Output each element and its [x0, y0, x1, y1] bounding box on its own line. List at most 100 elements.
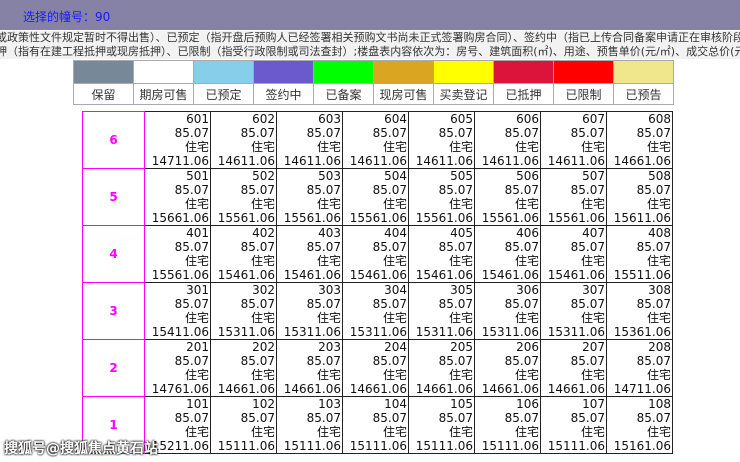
- unit-usage: 住宅: [514, 254, 539, 268]
- unit-usage: 住宅: [382, 368, 407, 382]
- unit-cell[interactable]: 108 85.07 住宅 15161.06: [606, 396, 673, 454]
- unit-cell[interactable]: 506 85.07 住宅 15561.06: [474, 168, 541, 226]
- floor-row: 5 501 85.07 住宅 15661.06 502 85.07 住宅 15561.06 503…: [82, 168, 673, 226]
- floor-number: 1: [82, 396, 145, 454]
- unit-cell[interactable]: 603 85.07 住宅 14611.06: [276, 111, 343, 169]
- unit-cell[interactable]: 307 85.07 住宅 15311.06: [540, 282, 607, 340]
- unit-cell[interactable]: 606 85.07 住宅 14611.06: [474, 111, 541, 169]
- unit-cell[interactable]: 306 85.07 住宅 15311.06: [474, 282, 541, 340]
- unit-price: 15111.06: [415, 439, 473, 453]
- status-notes: 或政策性文件规定暂时不得出售）、已预定（指开盘后预购人已经签署相关预购文书尚未正…: [0, 31, 740, 59]
- unit-cell[interactable]: 301 85.07 住宅 15411.06: [144, 282, 211, 340]
- unit-cell[interactable]: 404 85.07 住宅 15461.06: [342, 225, 409, 283]
- unit-cell[interactable]: 602 85.07 住宅 14611.06: [210, 111, 277, 169]
- unit-area: 85.07: [240, 297, 275, 311]
- unit-cell[interactable]: 201 85.07 住宅 14761.06: [144, 339, 211, 397]
- unit-cell[interactable]: 405 85.07 住宅 15461.06: [408, 225, 475, 283]
- unit-usage: 住宅: [580, 425, 605, 439]
- unit-cell[interactable]: 105 85.07 住宅 15111.06: [408, 396, 475, 454]
- unit-number: 408: [648, 226, 671, 240]
- unit-price: 15111.06: [481, 439, 539, 453]
- unit-number: 204: [384, 340, 407, 354]
- legend-label: 已预告: [613, 83, 674, 105]
- unit-usage: 住宅: [646, 368, 671, 382]
- unit-area: 85.07: [240, 126, 275, 140]
- unit-cell[interactable]: 106 85.07 住宅 15111.06: [474, 396, 541, 454]
- unit-cell[interactable]: 501 85.07 住宅 15661.06: [144, 168, 211, 226]
- unit-cell[interactable]: 502 85.07 住宅 15561.06: [210, 168, 277, 226]
- unit-number: 307: [582, 283, 605, 297]
- unit-usage: 住宅: [316, 425, 341, 439]
- unit-cell[interactable]: 504 85.07 住宅 15561.06: [342, 168, 409, 226]
- unit-usage: 住宅: [250, 197, 275, 211]
- unit-cell[interactable]: 505 85.07 住宅 15561.06: [408, 168, 475, 226]
- unit-cell[interactable]: 208 85.07 住宅 14711.06: [606, 339, 673, 397]
- unit-usage: 住宅: [646, 311, 671, 325]
- legend-label: 保留: [73, 83, 134, 105]
- unit-cell[interactable]: 604 85.07 住宅 14611.06: [342, 111, 409, 169]
- unit-price: 15511.06: [613, 268, 671, 282]
- legend-swatch: [433, 60, 494, 84]
- unit-number: 603: [318, 112, 341, 126]
- unit-cell[interactable]: 206 85.07 住宅 14661.06: [474, 339, 541, 397]
- unit-cell[interactable]: 406 85.07 住宅 15461.06: [474, 225, 541, 283]
- unit-cell[interactable]: 402 85.07 住宅 15461.06: [210, 225, 277, 283]
- unit-price: 15561.06: [283, 211, 341, 225]
- unit-cell[interactable]: 407 85.07 住宅 15461.06: [540, 225, 607, 283]
- unit-cell[interactable]: 102 85.07 住宅 15111.06: [210, 396, 277, 454]
- unit-cell[interactable]: 601 85.07 住宅 14711.06: [144, 111, 211, 169]
- legend-label: 买卖登记: [433, 83, 494, 105]
- unit-price: 15111.06: [349, 439, 407, 453]
- unit-price: 15461.06: [415, 268, 473, 282]
- unit-cell[interactable]: 605 85.07 住宅 14611.06: [408, 111, 475, 169]
- unit-number: 404: [384, 226, 407, 240]
- unit-usage: 住宅: [448, 197, 473, 211]
- unit-price: 15111.06: [217, 439, 275, 453]
- unit-cell[interactable]: 401 85.07 住宅 15561.06: [144, 225, 211, 283]
- unit-cell[interactable]: 302 85.07 住宅 15311.06: [210, 282, 277, 340]
- unit-number: 207: [582, 340, 605, 354]
- unit-area: 85.07: [306, 411, 341, 425]
- floor-row: 6 601 85.07 住宅 14711.06 602 85.07 住宅 14611.06 603…: [82, 111, 673, 169]
- unit-cell[interactable]: 508 85.07 住宅 15611.06: [606, 168, 673, 226]
- legend-swatch: [373, 60, 434, 84]
- unit-usage: 住宅: [184, 425, 209, 439]
- unit-usage: 住宅: [250, 311, 275, 325]
- unit-usage: 住宅: [250, 254, 275, 268]
- unit-cell[interactable]: 103 85.07 住宅 15111.06: [276, 396, 343, 454]
- unit-usage: 住宅: [514, 140, 539, 154]
- unit-cell[interactable]: 303 85.07 住宅 15311.06: [276, 282, 343, 340]
- unit-usage: 住宅: [184, 197, 209, 211]
- unit-cell[interactable]: 305 85.07 住宅 15311.06: [408, 282, 475, 340]
- unit-cell[interactable]: 104 85.07 住宅 15111.06: [342, 396, 409, 454]
- unit-number: 102: [252, 397, 275, 411]
- unit-cell[interactable]: 304 85.07 住宅 15311.06: [342, 282, 409, 340]
- unit-price: 14611.06: [547, 154, 605, 168]
- unit-number: 306: [516, 283, 539, 297]
- unit-number: 208: [648, 340, 671, 354]
- legend-label: 已限制: [553, 83, 614, 105]
- unit-cell[interactable]: 203 85.07 住宅 14661.06: [276, 339, 343, 397]
- unit-number: 201: [186, 340, 209, 354]
- unit-area: 85.07: [438, 126, 473, 140]
- unit-cell[interactable]: 207 85.07 住宅 14661.06: [540, 339, 607, 397]
- unit-cell[interactable]: 403 85.07 住宅 15461.06: [276, 225, 343, 283]
- unit-area: 85.07: [240, 240, 275, 254]
- unit-area: 85.07: [504, 297, 539, 311]
- unit-cell[interactable]: 503 85.07 住宅 15561.06: [276, 168, 343, 226]
- unit-cell[interactable]: 204 85.07 住宅 14661.06: [342, 339, 409, 397]
- unit-cell[interactable]: 205 85.07 住宅 14661.06: [408, 339, 475, 397]
- unit-usage: 住宅: [250, 140, 275, 154]
- unit-cell[interactable]: 107 85.07 住宅 15111.06: [540, 396, 607, 454]
- unit-cell[interactable]: 507 85.07 住宅 15561.06: [540, 168, 607, 226]
- unit-area: 85.07: [240, 183, 275, 197]
- legend-swatch: [493, 60, 554, 84]
- unit-cell[interactable]: 308 85.07 住宅 15361.06: [606, 282, 673, 340]
- unit-number: 303: [318, 283, 341, 297]
- unit-cell[interactable]: 607 85.07 住宅 14611.06: [540, 111, 607, 169]
- unit-cell[interactable]: 408 85.07 住宅 15511.06: [606, 225, 673, 283]
- unit-cell[interactable]: 202 85.07 住宅 14661.06: [210, 339, 277, 397]
- unit-usage: 住宅: [382, 140, 407, 154]
- unit-area: 85.07: [570, 354, 605, 368]
- unit-cell[interactable]: 608 85.07 住宅 14661.06: [606, 111, 673, 169]
